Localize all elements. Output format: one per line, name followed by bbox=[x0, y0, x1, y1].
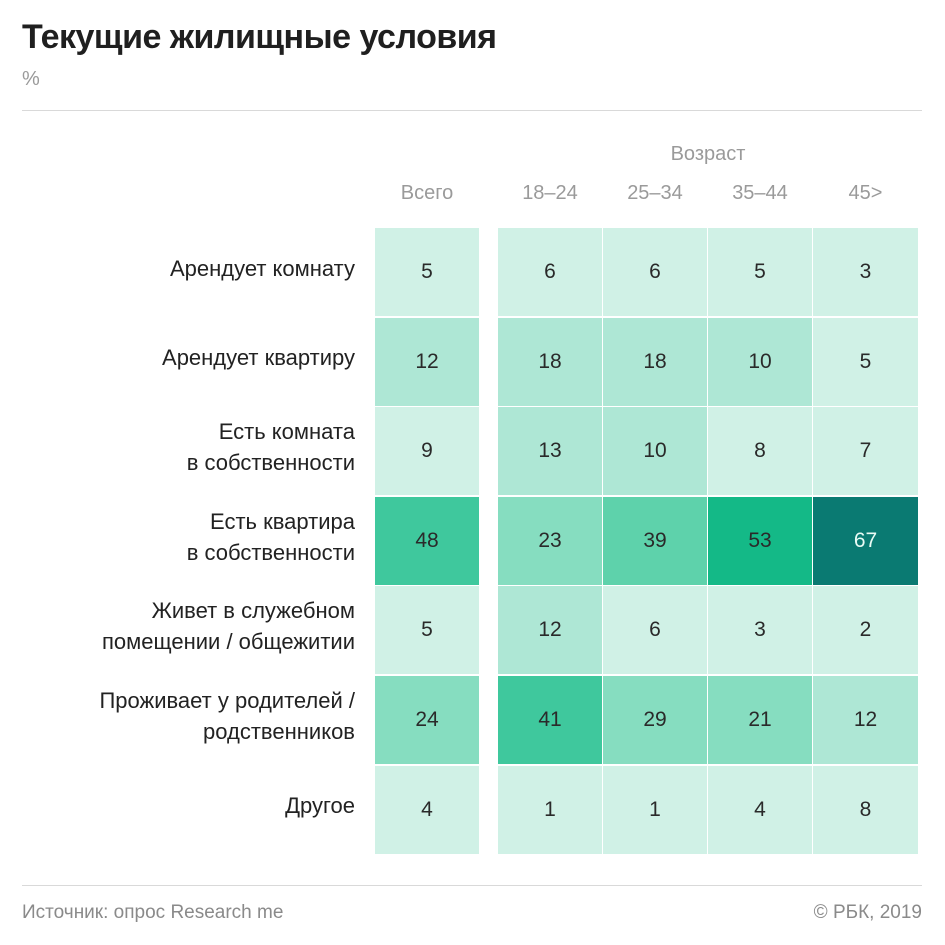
unit-label: % bbox=[22, 68, 40, 90]
bottom-divider bbox=[22, 885, 922, 886]
heatmap-cell: 23 bbox=[498, 496, 602, 585]
column-label: 45> bbox=[848, 182, 883, 204]
heatmap-cell: 21 bbox=[708, 676, 812, 764]
row-label: Живет в служебном помещении / общежитии bbox=[102, 598, 355, 655]
heatmap-cell: 6 bbox=[603, 228, 707, 316]
row-label: Проживает у родителей / родственников bbox=[99, 688, 355, 744]
row-label: Другое bbox=[285, 793, 355, 819]
copyright-note: © РБК, 2019 bbox=[813, 902, 922, 923]
heatmap-cell: 5 bbox=[708, 228, 812, 316]
heatmap-cell: 8 bbox=[708, 407, 812, 496]
heatmap-cell: 48 bbox=[375, 496, 479, 585]
heatmap-cell: 5 bbox=[375, 586, 479, 675]
source-note: Источник: опрос Research me bbox=[22, 902, 284, 923]
heatmap-cell: 5 bbox=[375, 228, 479, 316]
heatmap-cell: 4 bbox=[375, 765, 479, 854]
heatmap-cell: 2 bbox=[813, 586, 918, 675]
column-label: 18–24 bbox=[522, 182, 578, 204]
heatmap-cell: 7 bbox=[813, 407, 918, 496]
row-label: Арендует квартиру bbox=[162, 345, 355, 371]
heatmap-cell: 12 bbox=[498, 586, 602, 675]
heatmap-cell: 1 bbox=[603, 765, 707, 854]
chart-title: Текущие жилищные условия bbox=[22, 18, 497, 56]
heatmap-cell: 12 bbox=[375, 317, 479, 406]
column-label: 35–44 bbox=[732, 182, 788, 204]
heatmap-cell: 13 bbox=[498, 407, 602, 496]
heatmap-cell: 41 bbox=[498, 676, 602, 764]
heatmap-cell: 67 bbox=[813, 496, 918, 585]
heatmap-cell: 10 bbox=[603, 407, 707, 496]
heatmap-cell: 12 bbox=[813, 676, 918, 764]
age-group-header: Возраст bbox=[670, 143, 746, 165]
row-label: Есть квартира в собственности bbox=[186, 508, 355, 565]
heatmap-cell: 53 bbox=[708, 496, 812, 585]
heatmap-cell: 5 bbox=[813, 317, 918, 406]
heatmap-cell: 24 bbox=[375, 676, 479, 764]
heatmap-cell: 1 bbox=[498, 765, 602, 854]
heatmap-cell: 29 bbox=[603, 676, 707, 764]
heatmap-cell: 3 bbox=[708, 586, 812, 675]
heatmap-cell: 3 bbox=[813, 228, 918, 316]
heatmap-cell: 6 bbox=[603, 586, 707, 675]
heatmap-cell: 18 bbox=[603, 317, 707, 406]
heatmap-cell: 9 bbox=[375, 407, 479, 496]
heatmap-cell: 39 bbox=[603, 496, 707, 585]
column-label: Всего bbox=[400, 182, 454, 204]
heatmap-cell: 6 bbox=[498, 228, 602, 316]
top-divider bbox=[22, 110, 922, 111]
column-label: 25–34 bbox=[627, 182, 683, 204]
heatmap-cell: 10 bbox=[708, 317, 812, 406]
row-label: Арендует комнату bbox=[169, 255, 355, 281]
heatmap-cell: 8 bbox=[813, 765, 918, 854]
heatmap-cell: 18 bbox=[498, 317, 602, 406]
row-label: Есть комната в собственности bbox=[186, 419, 355, 476]
heatmap-cell: 4 bbox=[708, 765, 812, 854]
